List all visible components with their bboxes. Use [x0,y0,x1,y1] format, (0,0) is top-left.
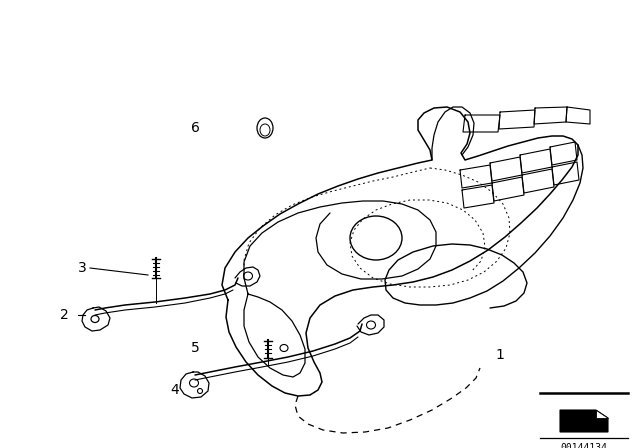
Text: 6: 6 [191,121,200,135]
Text: 5: 5 [191,341,200,355]
Text: 4: 4 [171,383,179,397]
Text: 00144134: 00144134 [561,443,607,448]
Text: 2: 2 [60,308,68,322]
Polygon shape [560,410,608,432]
Polygon shape [596,410,608,418]
Text: 1: 1 [495,348,504,362]
Text: 3: 3 [77,261,86,275]
